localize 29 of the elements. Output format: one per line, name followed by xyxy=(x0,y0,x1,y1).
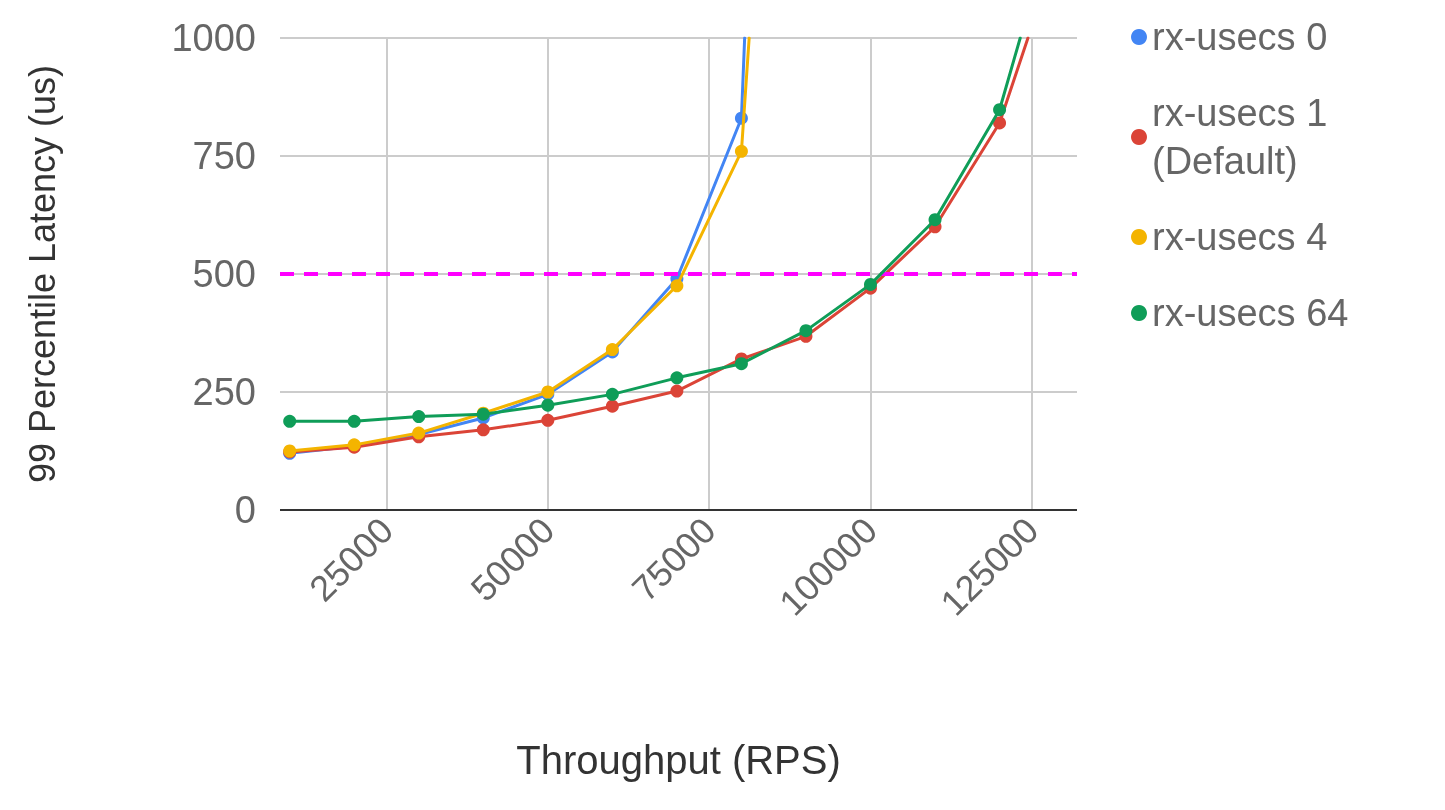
y-tick-label: 750 xyxy=(192,135,256,177)
point xyxy=(928,213,942,227)
legend-label: rx-usecs 4 xyxy=(1152,216,1328,258)
point xyxy=(605,387,619,401)
point xyxy=(993,116,1007,130)
y-tick-label: 250 xyxy=(192,371,256,413)
y-tick-label: 500 xyxy=(192,253,256,295)
point xyxy=(799,324,813,338)
y-axis-title: 99 Percentile Latency (us) xyxy=(21,64,63,484)
point xyxy=(670,279,684,293)
x-axis-title: Throughput (RPS) xyxy=(516,738,841,782)
point xyxy=(412,410,426,424)
point xyxy=(605,399,619,413)
point xyxy=(283,414,297,428)
point xyxy=(476,423,490,437)
point xyxy=(864,277,877,291)
legend-label: rx-usecs 64 xyxy=(1152,292,1349,334)
y-tick-label: 0 xyxy=(234,489,256,531)
point xyxy=(541,398,555,412)
point xyxy=(541,413,555,427)
point xyxy=(734,144,748,158)
point xyxy=(670,371,684,385)
point xyxy=(734,357,748,371)
legend-label: rx-usecs 0 xyxy=(1152,16,1328,58)
point xyxy=(993,103,1007,117)
legend-label: rx-usecs 1 (Default) xyxy=(1152,92,1338,182)
y-tick-label: 1000 xyxy=(171,17,256,59)
point xyxy=(347,414,361,428)
point xyxy=(670,384,684,398)
